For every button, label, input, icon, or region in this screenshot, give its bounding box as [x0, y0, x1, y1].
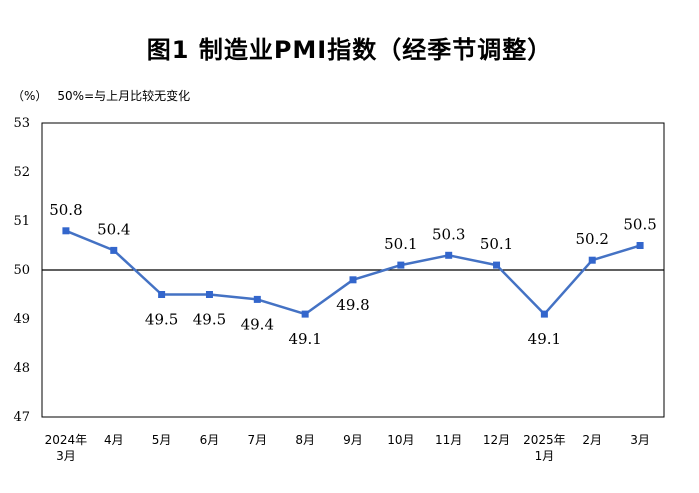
x-tick-line: 5月: [152, 433, 172, 447]
data-point: [110, 246, 118, 254]
data-point: [205, 291, 213, 298]
x-tick-label: 2024年 3月: [45, 433, 88, 463]
y-tick-label: 51: [13, 214, 30, 229]
x-tick-line: 2025年: [523, 433, 566, 447]
data-point: [540, 310, 548, 318]
x-tick-line: 9月: [343, 433, 363, 447]
x-tick-line: 4月: [104, 433, 124, 447]
x-tick-line: 8月: [295, 433, 315, 447]
data-label: 50.3: [432, 225, 465, 243]
x-tick-line: 3月: [56, 449, 76, 463]
x-tick-line: 3月: [630, 433, 650, 447]
data-point: [445, 251, 453, 259]
x-tick-label: 7月: [247, 433, 267, 447]
data-point: [301, 310, 309, 318]
plot-area: [41, 122, 665, 418]
x-tick-line: 1月: [535, 449, 555, 463]
data-label: 49.5: [145, 311, 178, 329]
x-tick-line: 12月: [483, 433, 510, 447]
data-point: [636, 242, 644, 249]
x-tick-line: 2024年: [45, 433, 88, 447]
y-unit-label: （%）: [12, 89, 48, 103]
y-tick-label: 52: [13, 165, 30, 180]
x-tick-label: 9月: [343, 433, 363, 447]
data-point: [349, 276, 357, 284]
x-tick-label: 8月: [295, 433, 315, 447]
x-tick-label: 11月: [435, 433, 462, 447]
x-tick-line: 7月: [247, 433, 267, 447]
data-point: [397, 261, 405, 269]
chart-unit-note: （%） 50%=与上月比较无变化: [12, 87, 200, 104]
data-point: [588, 256, 596, 264]
data-label: 49.8: [336, 296, 369, 314]
x-tick-label: 4月: [104, 433, 124, 447]
data-label: 49.1: [528, 330, 561, 348]
y-axis: 47 48 49 50 51 52 53: [13, 116, 30, 425]
data-label: 49.5: [193, 311, 226, 329]
x-tick-label: 2025年 1月: [523, 433, 566, 463]
x-axis: 2024年 3月 4月 5月 6月 7月 8月 9月 10月 11月 12月 2025年 1月 2月 3月: [45, 433, 650, 463]
data-label: 49.1: [288, 330, 321, 348]
data-label: 50.5: [623, 216, 656, 234]
x-tick-label: 3月: [630, 433, 650, 447]
data-point: [62, 227, 70, 235]
x-tick-label: 12月: [483, 433, 510, 447]
data-label: 50.1: [480, 235, 513, 253]
data-label: 50.8: [49, 201, 82, 219]
y-tick-label: 49: [13, 312, 30, 327]
data-point: [493, 261, 501, 269]
x-tick-label: 6月: [200, 433, 220, 447]
series-markers: [62, 227, 644, 318]
y-tick-label: 47: [13, 410, 30, 425]
data-label: 50.1: [384, 235, 417, 253]
data-label: 49.4: [241, 315, 274, 333]
y-tick-label: 53: [13, 116, 30, 131]
x-tick-label: 10月: [387, 433, 414, 447]
data-label: 50.4: [97, 220, 130, 238]
x-tick-line: 6月: [200, 433, 220, 447]
x-tick-label: 5月: [152, 433, 172, 447]
x-tick-line: 11月: [435, 433, 462, 447]
y-tick-label: 50: [13, 263, 30, 278]
data-labels: 50.8 50.4 49.5 49.5 49.4 49.1 49.8 50.1 50.3 50.1…: [49, 201, 657, 348]
reference-note: 50%=与上月比较无变化: [57, 89, 191, 103]
data-point: [253, 295, 261, 303]
chart-title: 图1 制造业PMI指数（经季节调整）: [146, 36, 553, 64]
data-point: [158, 291, 166, 298]
x-tick-line: 2月: [582, 433, 602, 447]
x-tick-label: 2月: [582, 433, 602, 447]
y-tick-label: 48: [13, 361, 30, 376]
x-tick-line: 10月: [387, 433, 414, 447]
data-label: 50.2: [576, 230, 609, 248]
